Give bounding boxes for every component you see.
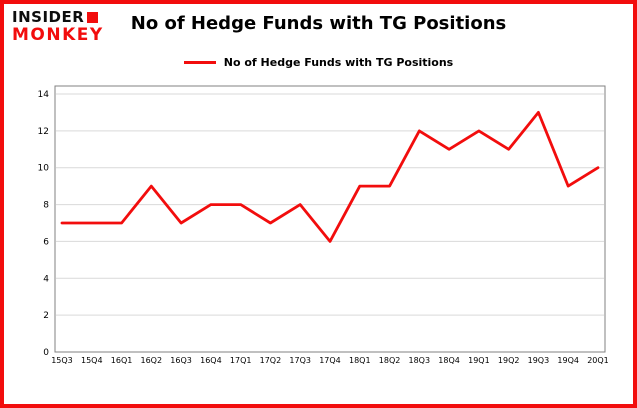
- svg-text:0: 0: [43, 348, 49, 358]
- svg-text:6: 6: [43, 237, 49, 247]
- svg-text:19Q2: 19Q2: [498, 356, 520, 365]
- svg-text:8: 8: [43, 201, 49, 211]
- svg-text:2: 2: [43, 311, 49, 321]
- svg-text:17Q4: 17Q4: [319, 356, 341, 365]
- svg-text:16Q1: 16Q1: [111, 356, 133, 365]
- logo-text-insider: INSIDER: [12, 8, 85, 26]
- svg-text:20Q1: 20Q1: [587, 356, 609, 365]
- svg-text:18Q1: 18Q1: [349, 356, 371, 365]
- svg-text:17Q3: 17Q3: [289, 356, 311, 365]
- chart-legend: No of Hedge Funds with TG Positions: [4, 56, 633, 69]
- line-chart: 0 2 4 6 8 10 12 14 15Q3 15Q4 16Q1 16Q2 16Q3 16Q4 17Q1 1…: [38, 85, 609, 365]
- svg-text:4: 4: [43, 274, 49, 284]
- svg-text:18Q3: 18Q3: [409, 356, 431, 365]
- svg-text:18Q4: 18Q4: [438, 356, 460, 365]
- logo-red-block-icon: [87, 11, 99, 23]
- svg-text:15Q3: 15Q3: [51, 356, 73, 365]
- svg-text:19Q1: 19Q1: [468, 356, 490, 365]
- insider-monkey-logo: INSIDER MONKEY: [12, 9, 104, 44]
- legend-label: No of Hedge Funds with TG Positions: [223, 56, 454, 69]
- svg-text:16Q2: 16Q2: [141, 356, 163, 365]
- svg-text:12: 12: [38, 127, 49, 137]
- svg-text:18Q2: 18Q2: [379, 356, 401, 365]
- svg-text:15Q4: 15Q4: [81, 356, 103, 365]
- svg-text:10: 10: [38, 164, 50, 174]
- svg-text:16Q3: 16Q3: [170, 356, 192, 365]
- logo-text-monkey: MONKEY: [12, 24, 104, 45]
- svg-text:16Q4: 16Q4: [200, 356, 222, 365]
- svg-text:17Q2: 17Q2: [260, 356, 282, 365]
- svg-text:17Q1: 17Q1: [230, 356, 252, 365]
- legend-line-swatch: [183, 61, 216, 64]
- svg-text:14: 14: [38, 90, 50, 100]
- svg-text:19Q3: 19Q3: [528, 356, 550, 365]
- svg-text:19Q4: 19Q4: [557, 356, 579, 365]
- chart-title: No of Hedge Funds with TG Positions: [130, 13, 507, 34]
